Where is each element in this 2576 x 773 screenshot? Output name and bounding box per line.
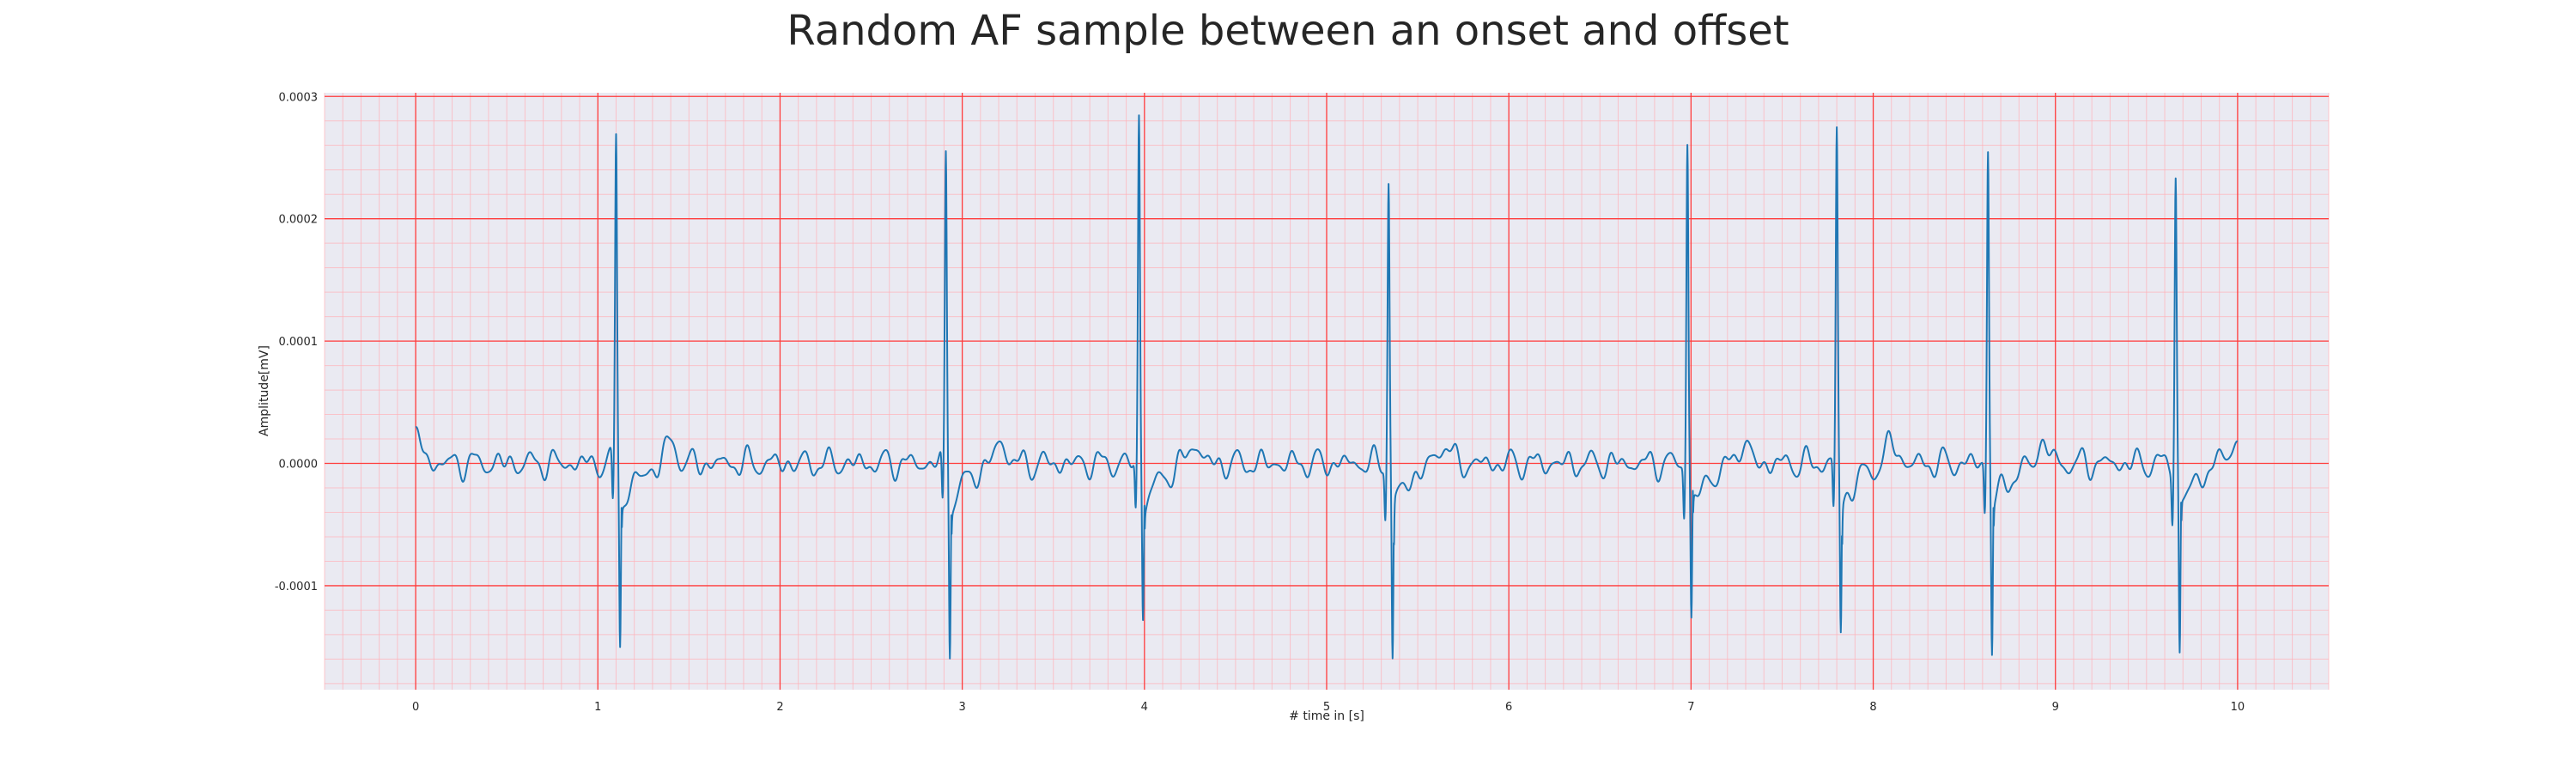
x-tick-label: 3 (958, 701, 965, 714)
x-tick-label: 9 (2052, 701, 2059, 714)
x-tick-label: 8 (1869, 701, 1876, 714)
y-axis-ticks: -0.0001 0.0000 0.0001 0.0002 0.0003 (275, 91, 318, 593)
y-tick-label: 0.0003 (279, 91, 319, 104)
signal-layer (415, 114, 2239, 660)
chart-title: Random AF sample between an onset and of… (787, 7, 1789, 55)
ecg-signal-line (415, 114, 2239, 660)
x-tick-label: 1 (594, 701, 601, 714)
y-tick-label: -0.0001 (275, 581, 318, 593)
x-tick-label: 10 (2231, 701, 2245, 714)
x-tick-label: 7 (1687, 701, 1694, 714)
y-tick-label: 0.0002 (279, 214, 319, 227)
x-axis-ticks: 0 1 2 3 4 5 6 7 8 9 10 (412, 701, 2245, 714)
y-axis-label: Amplitude[mV] (258, 345, 271, 436)
x-tick-label: 6 (1505, 701, 1512, 714)
x-tick-label: 4 (1141, 701, 1148, 714)
y-tick-label: 0.0000 (279, 459, 319, 472)
major-grid (325, 93, 2329, 690)
y-tick-label: 0.0001 (279, 336, 319, 349)
x-axis-label: # time in [s] (1289, 709, 1364, 723)
x-tick-label: 5 (1323, 701, 1330, 714)
x-tick-label: 0 (412, 701, 419, 714)
x-tick-label: 2 (776, 701, 783, 714)
